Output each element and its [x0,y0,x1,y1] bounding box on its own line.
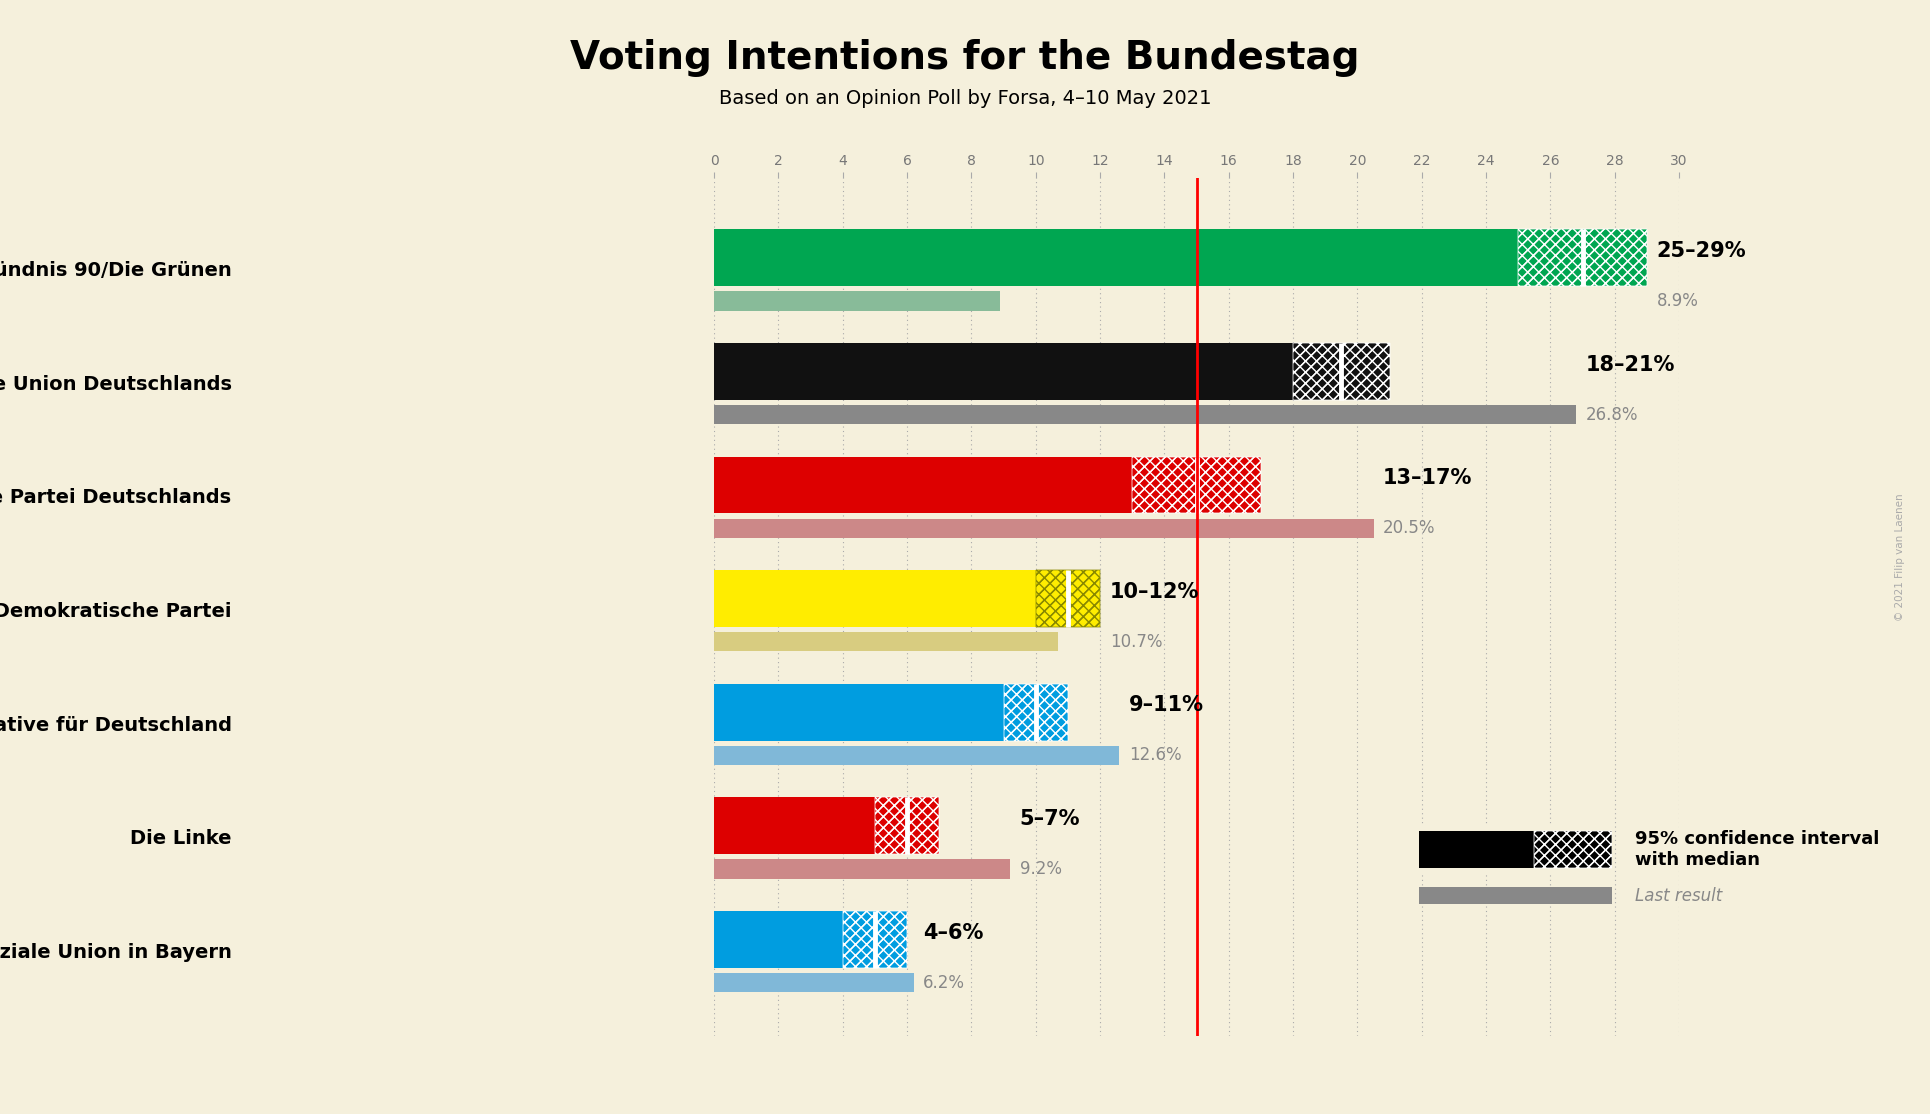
Text: 8.9%: 8.9% [1656,292,1698,310]
Bar [1133,457,1260,514]
Text: 5–7%: 5–7% [1019,809,1081,829]
Bar [714,973,913,993]
Bar [1293,343,1390,400]
Bar [843,911,907,968]
Text: 18–21%: 18–21% [1586,354,1675,374]
Bar [1534,831,1612,868]
Bar [714,404,1577,424]
Text: 9.2%: 9.2% [1019,860,1062,878]
Bar [843,911,907,968]
Bar [1519,229,1646,286]
Text: Based on an Opinion Poll by Forsa, 4–10 May 2021: Based on an Opinion Poll by Forsa, 4–10 … [718,89,1212,108]
Bar [714,859,1009,879]
Text: Last result: Last result [1635,887,1722,905]
Text: 9–11%: 9–11% [1129,695,1204,715]
Text: 95% confidence interval
with median: 95% confidence interval with median [1635,830,1880,869]
Bar [1519,229,1646,286]
Bar [714,632,1058,652]
Bar [714,911,843,968]
Text: © 2021 Filip van Laenen: © 2021 Filip van Laenen [1895,494,1905,620]
Text: 26.8%: 26.8% [1586,405,1639,423]
Bar [1293,343,1390,400]
Bar [843,911,907,968]
Text: 25–29%: 25–29% [1656,241,1747,261]
Bar [1004,684,1067,741]
Bar [1534,831,1612,868]
Bar [1519,229,1646,286]
Text: Christlich-Soziale Union in Bayern: Christlich-Soziale Union in Bayern [0,942,232,961]
Bar [874,798,940,854]
Bar [1419,831,1534,868]
Bar [1534,831,1612,868]
Bar [714,570,1036,627]
Bar [714,745,1119,765]
Text: 10–12%: 10–12% [1110,582,1199,602]
Bar [1419,887,1612,905]
Text: Alternative für Deutschland: Alternative für Deutschland [0,715,232,734]
Bar [1036,570,1100,627]
Bar [1036,570,1100,627]
Bar [714,684,1004,741]
Bar [1004,684,1067,741]
Bar [1133,457,1260,514]
Text: 4–6%: 4–6% [923,922,984,942]
Text: Bündnis 90/Die Grünen: Bündnis 90/Die Grünen [0,261,232,281]
Bar [1004,684,1067,741]
Text: Voting Intentions for the Bundestag: Voting Intentions for the Bundestag [569,39,1361,77]
Text: 12.6%: 12.6% [1129,746,1181,764]
Text: Freie Demokratische Partei: Freie Demokratische Partei [0,602,232,622]
Bar [874,798,940,854]
Bar [714,291,1000,311]
Text: 20.5%: 20.5% [1384,519,1436,537]
Bar [1133,457,1260,514]
Text: 13–17%: 13–17% [1384,468,1473,488]
Bar [714,457,1133,514]
Text: 10.7%: 10.7% [1110,633,1162,651]
Bar [1293,343,1390,400]
Bar [714,518,1374,538]
Bar [714,798,874,854]
Text: Sozialdemokratische Partei Deutschlands: Sozialdemokratische Partei Deutschlands [0,488,232,508]
Bar [874,798,940,854]
Bar [714,229,1519,286]
Bar [714,343,1293,400]
Bar [1036,570,1100,627]
Text: 6.2%: 6.2% [923,974,965,991]
Text: Christlich Demokratische Union Deutschlands: Christlich Demokratische Union Deutschla… [0,374,232,394]
Text: Die Linke: Die Linke [129,829,232,848]
